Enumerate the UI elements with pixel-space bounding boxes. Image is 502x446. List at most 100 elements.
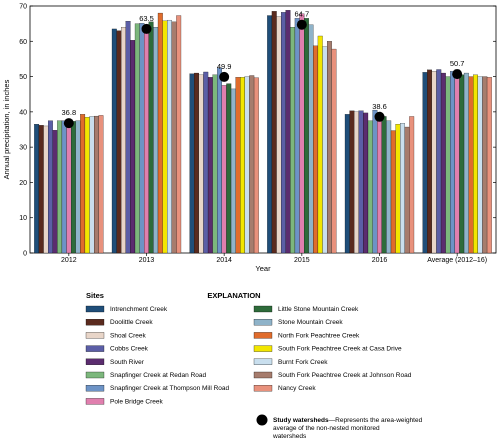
bar [381,116,387,254]
bar [477,76,483,254]
bar [253,77,259,254]
bar [130,40,136,254]
bar [367,120,373,254]
bar [144,32,149,254]
bar [473,74,478,254]
legend-swatch [85,305,105,313]
legend-swatch [85,319,105,326]
bar [171,21,177,254]
bar [226,83,232,254]
legend-item-label: South Fork Peachtree Creek at Johnson Ro… [278,372,412,379]
bar [299,13,305,254]
bar [463,72,469,254]
y-tick-label: 40 [19,109,27,116]
bar [440,72,446,254]
bar [207,77,213,254]
legend-swatch [85,371,105,379]
legend-study-desc-1: —Represents the area-weighted [329,417,423,424]
legend-swatch [253,385,273,392]
bar [148,21,154,254]
x-tick-label: 2016 [372,257,388,264]
legend-item-label: South Fork Peachtree Creek at Casa Drive [278,346,402,353]
legend-item-label: Stone Mountain Creek [278,319,343,326]
bar [445,76,451,254]
bar [176,15,182,254]
legend-item-label: Little Stone Mountain Creek [278,306,359,313]
bar [217,67,222,254]
legend-study-label: Study watersheds [273,417,329,424]
legend-swatch [85,332,105,339]
bar [354,111,359,254]
study-watershed-value-label: 49.9 [217,62,232,71]
study-watershed-marker [141,23,152,34]
bar [230,88,236,254]
x-tick-label: 2013 [139,257,155,264]
bar [331,48,337,254]
bar [75,120,81,254]
legend-swatch [253,319,273,326]
y-tick-label: 10 [19,215,27,222]
study-watershed-value-label: 36.8 [62,108,77,117]
bar [390,130,396,254]
x-tick-label: Average (2012–16) [427,257,487,264]
bar [34,124,40,254]
bar [194,72,199,254]
y-tick-label: 70 [19,4,27,11]
legend-swatch [85,358,105,365]
bar [294,18,300,254]
legend-swatch [85,385,105,392]
study-watershed-marker [63,118,74,129]
bar [482,76,488,254]
bar [285,10,291,254]
bar [167,19,172,254]
plot-frame [29,5,497,254]
bar [94,115,99,254]
study-watershed-value-label: 50.7 [450,59,465,68]
legend-swatch [85,345,105,352]
legend-swatch [253,305,273,313]
bar [363,112,369,254]
bar [162,20,168,254]
bar [450,71,455,254]
bar [327,41,332,254]
legend-explanation-title: EXPLANATION [207,291,260,300]
legend-item-label: Pole Bridge Creek [110,398,163,405]
bar [235,77,241,254]
study-watershed-value-label: 38.6 [372,102,387,111]
bar [71,121,76,254]
bar [61,120,67,254]
bar [349,110,355,254]
study-watershed-marker [374,111,385,122]
bar [139,23,145,254]
study-watershed-value-label: 63.5 [139,14,154,23]
legend-item-label: Doolittle Creek [110,319,153,326]
bar [454,69,460,254]
study-watershed-marker [452,69,463,80]
bar [153,27,159,254]
study-watershed-marker [296,19,307,30]
x-tick-label: 2014 [216,257,232,264]
bar [358,110,364,254]
bar [427,69,432,254]
bar [38,125,44,254]
legend-study-desc-2: average of the non-nested monitored [273,425,380,432]
bar [121,27,126,254]
legend-item-label: South River [110,359,145,366]
legend-swatch [253,358,273,365]
bar [308,24,314,254]
bar [125,21,131,254]
bar [271,11,277,254]
legend-item-label: Nancy Creek [278,385,316,392]
y-tick-label: 30 [19,145,27,152]
bar [422,72,428,254]
bar [317,35,323,254]
bar [111,28,117,254]
bar [409,116,415,254]
bar [431,71,437,254]
bar [198,74,204,254]
bar [52,130,58,254]
y-tick-label: 20 [19,180,27,187]
bar [267,15,273,254]
bar [400,123,405,254]
legend-item-label: Cobbs Creek [110,346,149,353]
